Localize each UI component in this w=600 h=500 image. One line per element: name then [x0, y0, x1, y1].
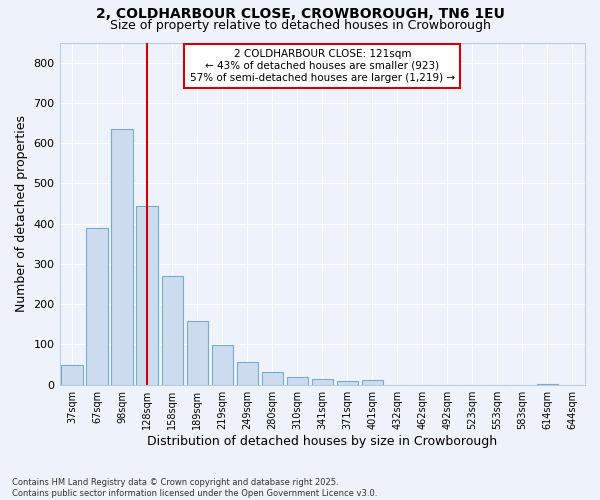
Text: Size of property relative to detached houses in Crowborough: Size of property relative to detached ho… [110, 18, 490, 32]
Bar [236, 362, 258, 384]
Bar [362, 380, 383, 384]
Text: Contains HM Land Registry data © Crown copyright and database right 2025.
Contai: Contains HM Land Registry data © Crown c… [12, 478, 377, 498]
X-axis label: Distribution of detached houses by size in Crowborough: Distribution of detached houses by size … [147, 434, 497, 448]
Text: 2 COLDHARBOUR CLOSE: 121sqm
← 43% of detached houses are smaller (923)
57% of se: 2 COLDHARBOUR CLOSE: 121sqm ← 43% of det… [190, 50, 455, 82]
Bar [86, 228, 108, 384]
Y-axis label: Number of detached properties: Number of detached properties [15, 115, 28, 312]
Bar [61, 364, 83, 384]
Bar [136, 206, 158, 384]
Bar [212, 346, 233, 385]
Bar [287, 376, 308, 384]
Bar [337, 380, 358, 384]
Bar [311, 380, 333, 384]
Text: 2, COLDHARBOUR CLOSE, CROWBOROUGH, TN6 1EU: 2, COLDHARBOUR CLOSE, CROWBOROUGH, TN6 1… [95, 8, 505, 22]
Bar [262, 372, 283, 384]
Bar [187, 321, 208, 384]
Bar [161, 276, 183, 384]
Bar [112, 129, 133, 384]
